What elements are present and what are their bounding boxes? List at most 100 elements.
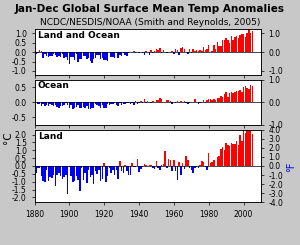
Bar bbox=[212, 100, 213, 102]
Bar bbox=[119, 102, 121, 103]
Bar bbox=[206, 166, 208, 170]
Bar bbox=[154, 166, 155, 169]
Bar bbox=[171, 102, 173, 104]
Bar bbox=[178, 52, 180, 55]
Text: Land and Ocean: Land and Ocean bbox=[38, 31, 120, 40]
Bar bbox=[110, 52, 112, 57]
Bar bbox=[208, 153, 209, 166]
Bar bbox=[238, 38, 239, 52]
Bar bbox=[117, 102, 119, 106]
Bar bbox=[177, 166, 178, 180]
Bar bbox=[158, 100, 159, 102]
Bar bbox=[89, 52, 91, 61]
Bar bbox=[70, 52, 72, 57]
Bar bbox=[86, 52, 88, 59]
Bar bbox=[51, 102, 53, 105]
Bar bbox=[199, 102, 201, 103]
Bar bbox=[156, 161, 157, 166]
Bar bbox=[251, 86, 253, 102]
Bar bbox=[136, 159, 138, 166]
Bar bbox=[72, 52, 74, 57]
Bar bbox=[119, 52, 121, 55]
Bar bbox=[143, 99, 145, 102]
Bar bbox=[88, 52, 89, 58]
Bar bbox=[88, 102, 89, 109]
Bar bbox=[44, 102, 46, 106]
Bar bbox=[205, 50, 206, 52]
Bar bbox=[236, 141, 237, 166]
Bar bbox=[63, 102, 65, 106]
Bar bbox=[210, 163, 211, 166]
Bar bbox=[241, 92, 243, 102]
Bar bbox=[159, 98, 161, 102]
Bar bbox=[34, 102, 35, 105]
Bar bbox=[170, 160, 171, 166]
Bar bbox=[69, 102, 70, 108]
Bar bbox=[241, 34, 243, 52]
Bar bbox=[131, 163, 133, 166]
Bar bbox=[175, 166, 176, 172]
Bar bbox=[124, 165, 126, 166]
Bar bbox=[67, 102, 68, 105]
Bar bbox=[212, 51, 213, 52]
Bar bbox=[50, 52, 51, 56]
Bar bbox=[149, 101, 150, 102]
Bar bbox=[244, 37, 246, 52]
Bar bbox=[170, 101, 171, 102]
Bar bbox=[100, 52, 101, 59]
Bar bbox=[97, 166, 98, 174]
Bar bbox=[251, 134, 253, 166]
Bar bbox=[229, 43, 230, 52]
Bar bbox=[210, 51, 211, 52]
Bar bbox=[152, 166, 154, 168]
Bar bbox=[109, 102, 110, 105]
Bar bbox=[100, 102, 101, 108]
Bar bbox=[185, 156, 187, 166]
Bar bbox=[43, 166, 44, 181]
Bar bbox=[60, 52, 61, 57]
Bar bbox=[220, 96, 222, 102]
Bar bbox=[130, 102, 131, 104]
Bar bbox=[84, 52, 86, 56]
Bar bbox=[224, 40, 225, 52]
Bar bbox=[112, 52, 114, 57]
Bar bbox=[35, 52, 37, 54]
Text: °F: °F bbox=[286, 161, 297, 172]
Bar bbox=[121, 52, 122, 56]
Bar bbox=[224, 94, 225, 102]
Bar bbox=[166, 52, 168, 53]
Bar bbox=[65, 102, 67, 103]
Bar bbox=[206, 100, 208, 102]
Bar bbox=[135, 101, 136, 102]
Bar bbox=[213, 45, 215, 52]
Bar bbox=[243, 87, 244, 102]
Bar bbox=[70, 166, 72, 176]
Bar bbox=[220, 47, 222, 52]
Bar bbox=[244, 86, 246, 102]
Bar bbox=[37, 102, 39, 104]
Bar bbox=[63, 166, 65, 177]
Bar bbox=[250, 85, 251, 102]
Bar bbox=[107, 166, 108, 176]
Bar bbox=[182, 47, 183, 52]
Bar bbox=[123, 52, 124, 53]
Bar bbox=[147, 101, 148, 102]
Bar bbox=[203, 161, 204, 166]
Bar bbox=[56, 102, 58, 108]
Bar bbox=[74, 52, 75, 61]
Bar bbox=[97, 52, 98, 55]
Bar bbox=[44, 166, 46, 182]
Bar bbox=[114, 166, 116, 175]
Bar bbox=[76, 166, 77, 176]
Bar bbox=[229, 93, 230, 102]
Bar bbox=[93, 52, 94, 59]
Bar bbox=[98, 166, 100, 170]
Bar bbox=[236, 91, 237, 102]
Bar bbox=[239, 135, 241, 166]
Bar bbox=[203, 100, 204, 102]
Bar bbox=[208, 45, 209, 52]
Bar bbox=[60, 102, 61, 106]
Bar bbox=[225, 38, 227, 52]
Bar bbox=[199, 50, 201, 52]
Bar bbox=[138, 166, 140, 172]
